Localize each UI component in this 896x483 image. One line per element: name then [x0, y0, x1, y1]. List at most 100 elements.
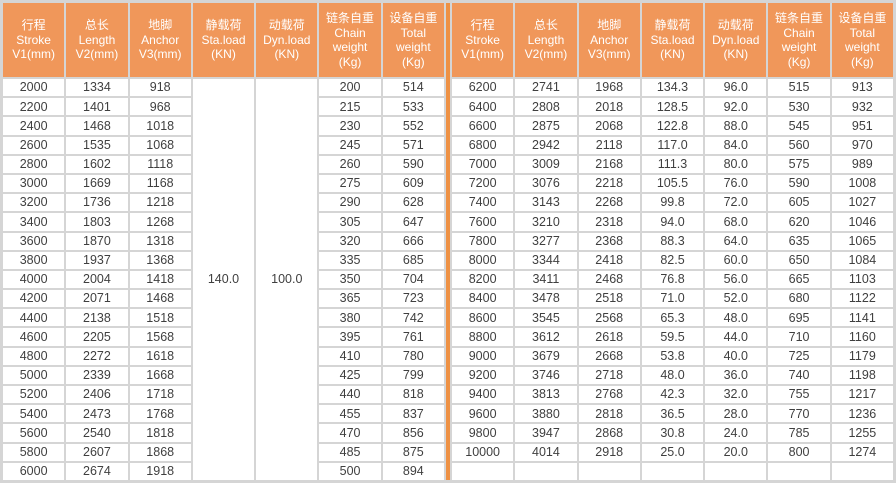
table-cell: 2168 [578, 155, 640, 173]
table-cell: 53.8 [641, 347, 704, 365]
table-cell: 2272 [66, 347, 128, 365]
table-cell: 2318 [578, 213, 640, 231]
table-cell: 590 [768, 174, 830, 193]
table-cell [578, 462, 640, 480]
table-cell: 2071 [66, 290, 128, 308]
table-cell: 395 [319, 328, 381, 346]
table-cell: 590 [382, 155, 444, 173]
table-cell: 647 [382, 213, 444, 231]
table-cell: 1968 [578, 79, 640, 97]
table-cell: 761 [382, 328, 444, 346]
table-cell: 913 [831, 79, 893, 97]
table-cell: 36.5 [641, 405, 704, 423]
table-cell: 65.3 [641, 309, 704, 327]
table-cell: 1669 [66, 174, 128, 193]
column-header: 静载荷 Sta.load (KN) [192, 3, 255, 77]
vertical-divider [446, 3, 450, 480]
table-cell: 3478 [515, 290, 577, 308]
table-cell: 545 [768, 117, 830, 135]
table-cell: 1870 [66, 232, 128, 250]
table-cell: 1217 [831, 386, 893, 404]
table-cell: 470 [319, 424, 381, 442]
table-cell: 9600 [452, 405, 514, 423]
column-header: 地脚 Anchor V3(mm) [578, 3, 640, 77]
table-cell: 7800 [452, 232, 514, 250]
column-header: 设备自重 Total weight (Kg) [831, 3, 893, 77]
table-cell: 122.8 [641, 117, 704, 135]
table-cell: 635 [768, 232, 830, 250]
table-cell: 1668 [129, 366, 191, 385]
table-cell: 628 [382, 194, 444, 212]
table-cell: 1122 [831, 290, 893, 308]
table-cell: 2540 [66, 424, 128, 442]
table-cell: 1401 [66, 98, 128, 116]
table-cell: 3400 [3, 213, 65, 231]
table-cell: 5800 [3, 443, 65, 461]
column-header: 静载荷 Sta.load (KN) [641, 3, 704, 77]
table-cell: 455 [319, 405, 381, 423]
table-cell: 134.3 [641, 79, 704, 97]
table-cell: 4014 [515, 443, 577, 461]
table-cell: 1068 [129, 136, 191, 154]
table-cell: 1518 [129, 309, 191, 327]
table-cell: 533 [382, 98, 444, 116]
table-cell: 1118 [129, 155, 191, 173]
table-cell [452, 462, 514, 480]
table-cell: 2004 [66, 270, 128, 289]
table-cell: 4600 [3, 328, 65, 346]
table-cell: 710 [768, 328, 830, 346]
table-cell: 28.0 [705, 405, 767, 423]
table-cell: 88.0 [705, 117, 767, 135]
table-cell: 2018 [578, 98, 640, 116]
table-cell: 4000 [3, 270, 65, 289]
table-cell: 30.8 [641, 424, 704, 442]
table-cell: 560 [768, 136, 830, 154]
table-cell: 8200 [452, 270, 514, 289]
table-cell: 2205 [66, 328, 128, 346]
column-header: 总长 Length V2(mm) [515, 3, 577, 77]
table-cell: 6000 [3, 462, 65, 480]
table-cell: 2468 [578, 270, 640, 289]
table-cell: 740 [768, 366, 830, 385]
table-cell: 71.0 [641, 290, 704, 308]
table-cell: 818 [382, 386, 444, 404]
table-cell: 2600 [3, 136, 65, 154]
table-cell: 365 [319, 290, 381, 308]
table-cell: 2607 [66, 443, 128, 461]
table-cell: 2875 [515, 117, 577, 135]
table-cell: 785 [768, 424, 830, 442]
table-cell: 665 [768, 270, 830, 289]
table-cell: 7600 [452, 213, 514, 231]
table-cell: 260 [319, 155, 381, 173]
table-cell: 514 [382, 79, 444, 97]
table-cell: 5200 [3, 386, 65, 404]
merged-cell: 100.0 [256, 79, 318, 480]
table-cell: 84.0 [705, 136, 767, 154]
table-cell: 99.8 [641, 194, 704, 212]
table-cell: 1768 [129, 405, 191, 423]
table-cell: 3545 [515, 309, 577, 327]
table-cell: 605 [768, 194, 830, 212]
table-cell: 88.3 [641, 232, 704, 250]
table-cell: 8000 [452, 251, 514, 269]
table-cell: 7200 [452, 174, 514, 193]
table-cell: 9200 [452, 366, 514, 385]
table-cell: 1618 [129, 347, 191, 365]
table-cell: 44.0 [705, 328, 767, 346]
table-cell: 3800 [3, 251, 65, 269]
table-cell: 2138 [66, 309, 128, 327]
table-cell: 685 [382, 251, 444, 269]
table-cell: 1084 [831, 251, 893, 269]
table-cell [641, 462, 704, 480]
table-cell: 2718 [578, 366, 640, 385]
table-cell: 10000 [452, 443, 514, 461]
table-cell: 1018 [129, 117, 191, 135]
table-cell: 1065 [831, 232, 893, 250]
table-cell [768, 462, 830, 480]
table-cell: 3143 [515, 194, 577, 212]
table-cell: 695 [768, 309, 830, 327]
table-cell: 3277 [515, 232, 577, 250]
column-header: 动载荷 Dyn.load (KN) [256, 3, 318, 77]
table-cell: 1027 [831, 194, 893, 212]
